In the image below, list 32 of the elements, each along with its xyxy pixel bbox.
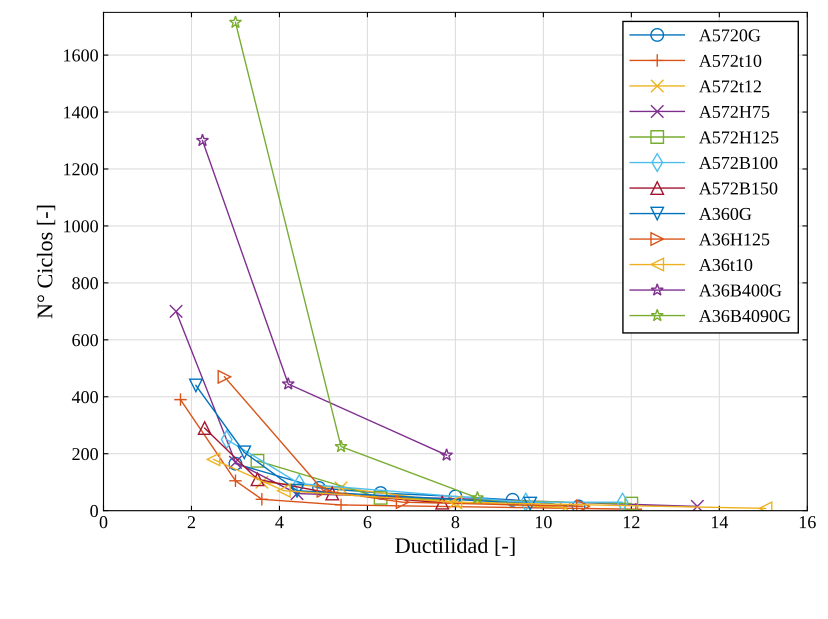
y-tick-label: 1600 xyxy=(64,49,98,62)
x-axis-title: Ductilidad [-] xyxy=(395,537,515,556)
y-tick-label: 400 xyxy=(72,391,98,404)
legend-label: A572t12 xyxy=(698,80,761,92)
x-tick-label: 6 xyxy=(364,516,372,528)
x-tick-label: 12 xyxy=(624,516,640,528)
x-tick-label: 8 xyxy=(452,516,460,528)
legend-label: A572t10 xyxy=(698,54,762,67)
legend-label: A36B400G xyxy=(698,284,782,297)
y-tick-label: 1200 xyxy=(64,163,98,176)
x-tick-label: 10 xyxy=(536,516,552,528)
x-tick-label: 0 xyxy=(100,516,108,528)
legend-label: A360G xyxy=(698,208,752,220)
y-tick-label: 0 xyxy=(90,504,98,518)
legend-label: A572B100 xyxy=(698,156,778,170)
x-tick-label: 2 xyxy=(188,516,195,528)
x-tick-label: 4 xyxy=(275,516,284,528)
legend-label: A36H125 xyxy=(698,233,770,246)
y-tick-label: 1400 xyxy=(64,106,98,118)
y-axis-title: N° Ciclos [-] xyxy=(36,206,56,318)
y-tick-label: 1000 xyxy=(64,220,98,232)
x-tick-label: 16 xyxy=(800,516,816,528)
legend-label: A36B4090G xyxy=(698,310,790,322)
legend-label: A572B150 xyxy=(698,182,778,195)
legend-label: A572H75 xyxy=(698,106,770,118)
y-tick-label: 600 xyxy=(72,334,98,346)
legend-label: A36t10 xyxy=(698,258,752,272)
legend-label: A572H125 xyxy=(698,131,778,144)
y-tick-label: 800 xyxy=(72,277,98,290)
y-tick-label: 200 xyxy=(72,448,98,460)
x-tick-label: 14 xyxy=(712,516,728,528)
legend-label: A5720G xyxy=(698,29,760,42)
